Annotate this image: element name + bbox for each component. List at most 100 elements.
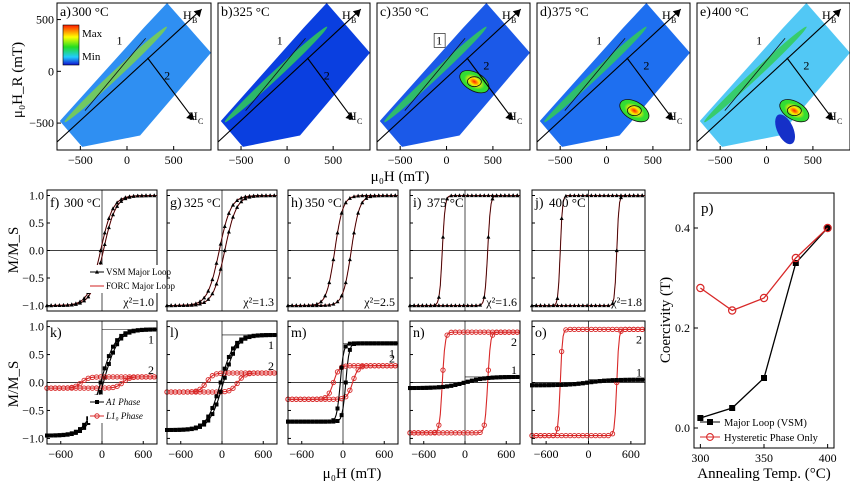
loop-marker: [255, 193, 260, 198]
loop-marker: [585, 193, 590, 198]
major-ytick-label: 0.0: [29, 244, 44, 258]
loop-marker: [589, 193, 594, 198]
loop-marker: [226, 354, 231, 359]
feature-2-label: 2: [803, 58, 809, 72]
loop-marker: [206, 297, 211, 301]
forc-xtick-label: 500: [644, 153, 662, 167]
coercivity-ytick-label: 0.4: [675, 221, 690, 235]
forc-xtick-label: −500: [229, 153, 254, 167]
loop-marker: [343, 280, 348, 285]
loop-marker: [239, 199, 244, 204]
loop-marker: [127, 329, 132, 334]
phase-xtick-label: −600: [48, 447, 73, 461]
loop-marker: [614, 378, 619, 383]
loop-marker: [436, 385, 441, 390]
loop-marker: [82, 422, 87, 427]
coercivity-frame: [693, 192, 835, 449]
loop-marker: [623, 193, 628, 198]
hc-arrow: [186, 111, 195, 120]
loop-marker: [202, 420, 207, 425]
loop-marker: [243, 335, 248, 340]
loop-marker: [102, 242, 107, 247]
loop-marker: [314, 301, 319, 306]
loop-marker: [490, 375, 495, 380]
loop-marker: [231, 351, 235, 356]
coercivity-xlabel: Annealing Temp. (°C): [697, 466, 830, 482]
loop-marker: [572, 303, 577, 308]
loop-marker: [343, 344, 348, 349]
loop-marker: [82, 296, 87, 300]
loop-marker: [214, 281, 219, 286]
loop-marker: [198, 423, 202, 428]
loop-marker: [69, 302, 74, 307]
phase-ytick-label: 1.0: [29, 320, 44, 334]
forc-panel-temp: 300 °C: [72, 4, 109, 19]
loop-marker: [314, 419, 319, 424]
loop-marker: [197, 386, 203, 392]
loop-marker: [568, 303, 573, 308]
colorbar-min-label: Min: [82, 51, 101, 63]
loop-marker: [226, 211, 231, 215]
loop-marker: [231, 214, 235, 219]
legend-marker-vsm: [95, 269, 99, 274]
loop-marker: [432, 302, 437, 307]
loop-marker: [239, 337, 244, 342]
loop-marker: [465, 379, 470, 384]
loop-marker: [119, 199, 124, 203]
major-panel-label: g): [170, 196, 182, 211]
loop-marker: [302, 303, 307, 308]
loop-marker: [135, 193, 140, 198]
loop-marker: [424, 385, 429, 390]
loop-marker: [602, 193, 607, 198]
major-ytick-label: 0.5: [29, 216, 44, 230]
peak-contour-inner: [466, 76, 482, 88]
loop-marker: [614, 248, 619, 253]
major-loop-legend: VSM Major Loop FORC Major Loop: [87, 265, 197, 293]
hb-arrow: [512, 9, 521, 18]
loop-marker: [576, 303, 581, 308]
loop-marker: [546, 383, 551, 388]
loop-marker: [205, 377, 211, 383]
loop-marker: [331, 418, 336, 423]
colorbar-max-label: Max: [82, 28, 103, 40]
phase-xtick-label: 600: [254, 447, 272, 461]
forc-region: [59, 3, 211, 147]
loop-marker: [73, 429, 78, 434]
loop-marker: [597, 379, 602, 384]
hc-label: H: [828, 109, 837, 123]
loop-marker: [538, 383, 543, 388]
loop-marker: [323, 303, 328, 307]
hc-arrow: [505, 111, 514, 120]
loop-marker: [327, 302, 332, 307]
forc-xtick-label: 500: [165, 153, 183, 167]
coercivity-xtick-label: 400: [819, 451, 837, 465]
loop-marker: [259, 193, 264, 198]
loop-marker: [78, 299, 82, 304]
major-panel-temp: 325 °C: [184, 195, 221, 210]
phase-xtick-label: 600: [497, 447, 515, 461]
loop-marker: [218, 380, 223, 385]
legend-label-l10: L1₀ Phase: [105, 411, 143, 421]
loop-marker: [114, 383, 120, 389]
loop-marker: [445, 196, 450, 201]
loop-marker: [416, 303, 421, 308]
loop-marker: [327, 280, 332, 285]
loop-marker: [218, 266, 223, 271]
loop-marker: [222, 366, 227, 371]
loop-marker: [73, 301, 78, 306]
loop-marker: [339, 210, 344, 215]
peak-contour: [619, 99, 650, 123]
loop-marker: [69, 431, 74, 436]
phase-loop-panel-4: n) 1 2 −600 0 600: [407, 320, 521, 461]
loop-marker: [597, 193, 602, 198]
loop-marker: [609, 431, 616, 437]
loop-marker: [436, 422, 442, 428]
loop-marker: [474, 377, 478, 382]
loop-marker: [482, 376, 487, 381]
forc-ytick-label: 0: [48, 64, 54, 78]
hb-arrow: [832, 9, 841, 18]
loop-marker: [231, 202, 235, 207]
loop-marker: [449, 193, 454, 198]
loop-marker: [61, 303, 66, 307]
